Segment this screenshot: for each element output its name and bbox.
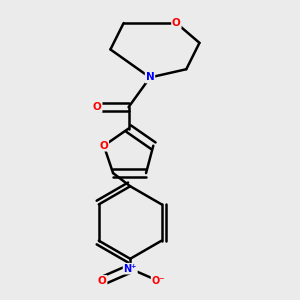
- Text: O: O: [172, 18, 181, 28]
- Text: O: O: [93, 102, 102, 112]
- Text: O⁻: O⁻: [152, 276, 165, 286]
- Text: N: N: [146, 73, 154, 82]
- Text: O: O: [98, 276, 106, 286]
- Text: O: O: [100, 141, 108, 151]
- Text: N⁺: N⁺: [124, 264, 137, 274]
